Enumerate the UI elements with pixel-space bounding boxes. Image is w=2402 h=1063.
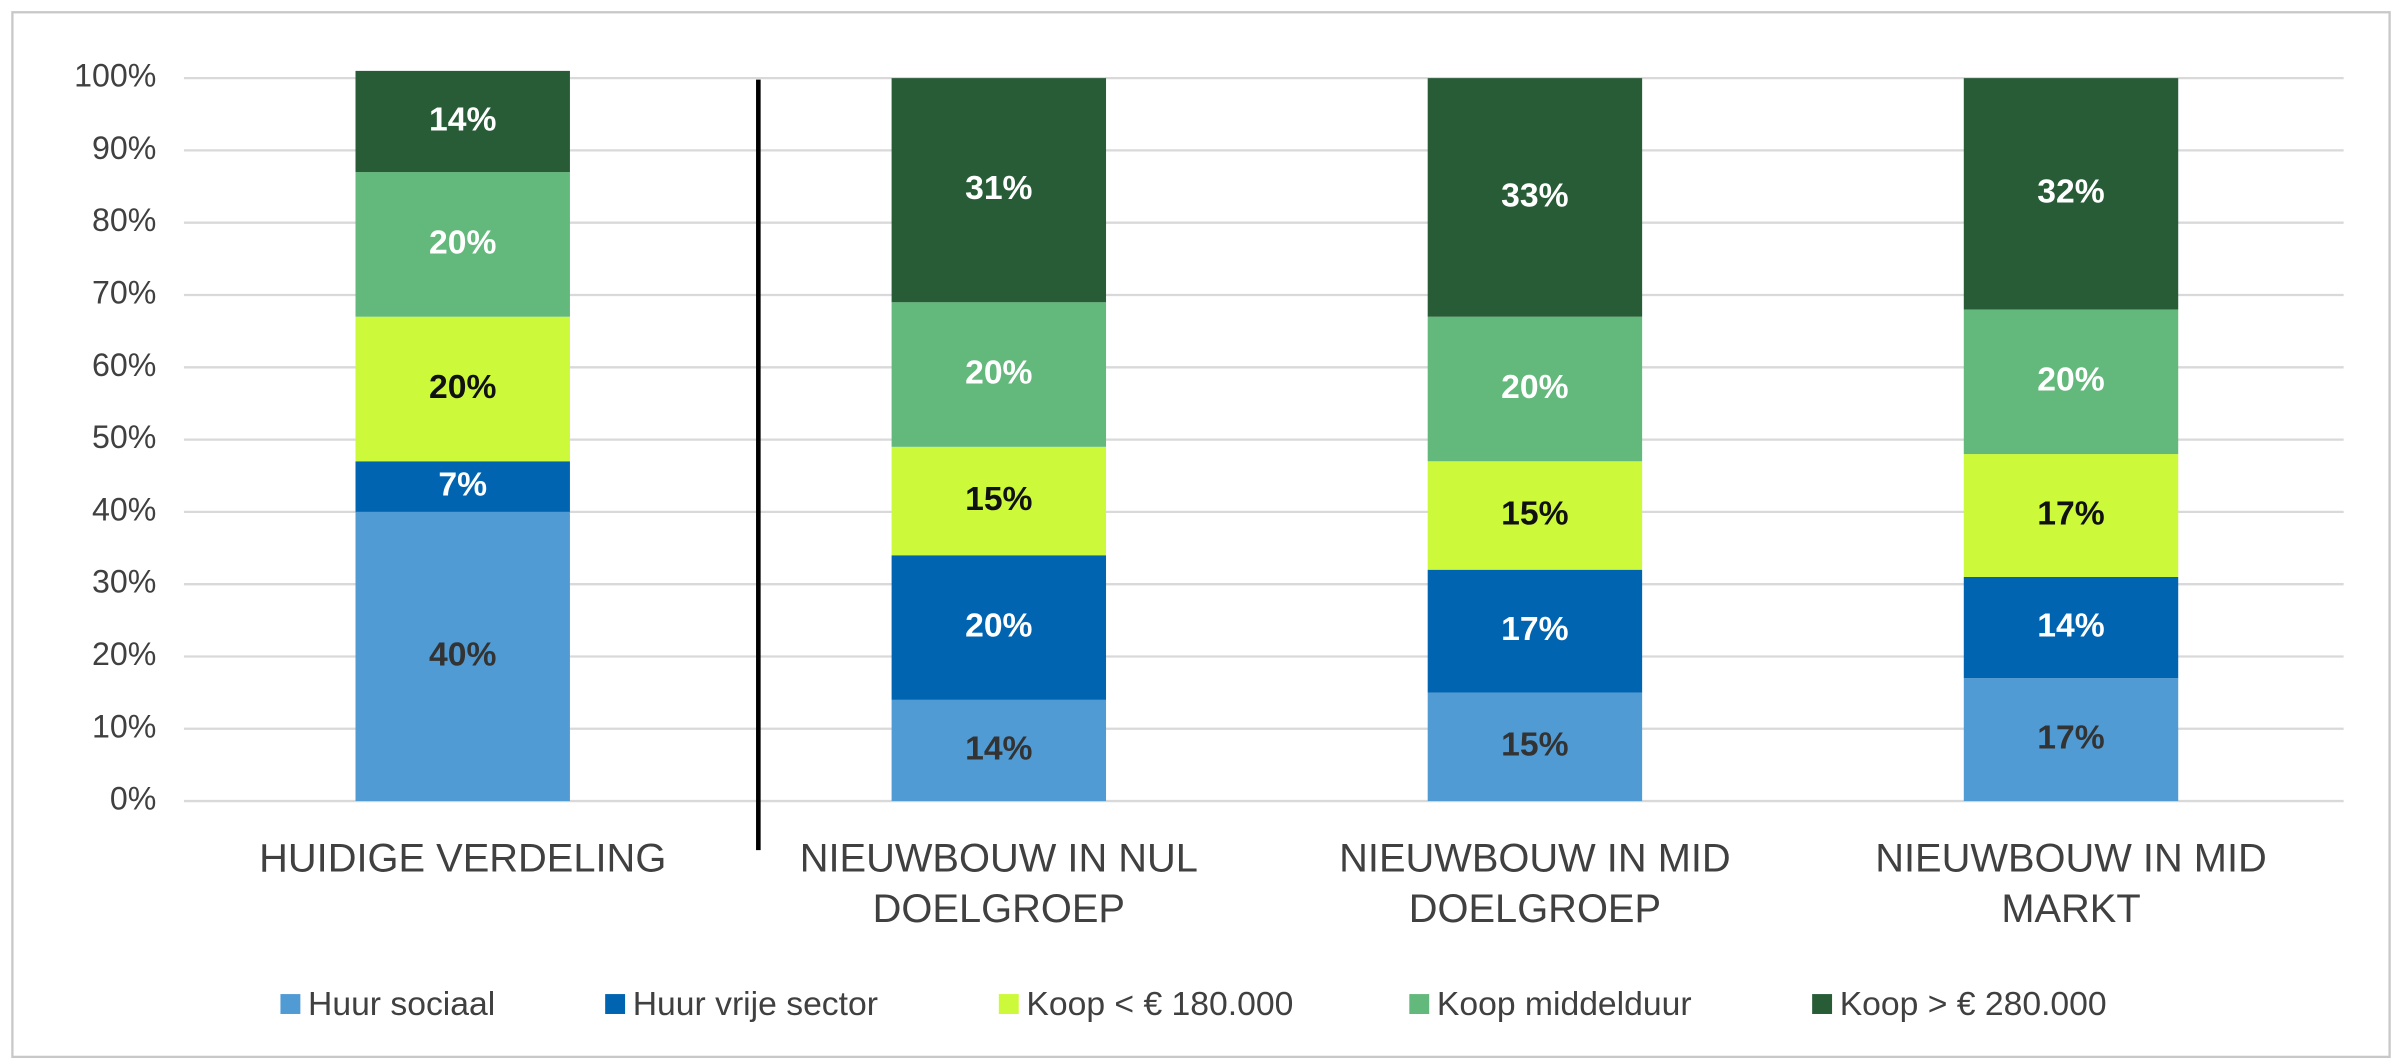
value-label: 32% bbox=[2037, 174, 2104, 211]
bar-segment bbox=[1963, 78, 2179, 310]
bar-segment bbox=[1963, 576, 2179, 679]
value-label: 15% bbox=[965, 481, 1032, 518]
x-label-box: HUIDIGE VERDELING bbox=[259, 834, 667, 881]
legend-label: Huur sociaal bbox=[308, 986, 495, 1023]
value-label: 20% bbox=[965, 354, 1032, 391]
value-label: 20% bbox=[2037, 362, 2104, 399]
bar-segment bbox=[355, 511, 570, 802]
bar-segment bbox=[1963, 454, 2179, 577]
value-label: 7% bbox=[438, 466, 487, 503]
legend-swatch bbox=[1812, 994, 1833, 1014]
legend-swatch bbox=[998, 994, 1019, 1014]
bar-segment bbox=[1427, 316, 1643, 462]
legend-swatch bbox=[280, 994, 301, 1014]
y-tick-label: 20% bbox=[92, 636, 156, 672]
bar-segment bbox=[355, 316, 570, 462]
value-label: 31% bbox=[965, 170, 1032, 207]
bar-segment bbox=[891, 699, 1107, 802]
legend-label: Koop middelduur bbox=[1437, 986, 1692, 1023]
x-tick-label: NIEUWBOUW IN MID DOELGROEP bbox=[1339, 834, 1731, 932]
value-label: 20% bbox=[1501, 369, 1568, 406]
value-label: 14% bbox=[429, 101, 496, 138]
x-tick-label: NIEUWBOUW IN NUL DOELGROEP bbox=[799, 834, 1198, 932]
y-tick-label: 100% bbox=[74, 58, 156, 94]
bar-segment bbox=[1963, 309, 2179, 455]
bar-segment bbox=[891, 302, 1107, 447]
value-label: 15% bbox=[1501, 495, 1568, 532]
x-label-box: NIEUWBOUW IN MID MARKT bbox=[1875, 834, 2267, 932]
bar-segment bbox=[891, 78, 1107, 303]
x-label-box: NIEUWBOUW IN NUL DOELGROEP bbox=[799, 834, 1198, 932]
x-label-box: NIEUWBOUW IN MID DOELGROEP bbox=[1339, 834, 1731, 932]
bars bbox=[355, 70, 2179, 802]
y-tick-label: 10% bbox=[92, 708, 156, 744]
value-label: 20% bbox=[965, 607, 1032, 644]
value-label: 17% bbox=[2037, 495, 2104, 532]
x-tick-label: NIEUWBOUW IN MID MARKT bbox=[1875, 834, 2267, 932]
bar-segment bbox=[1427, 461, 1643, 570]
y-tick-label: 50% bbox=[92, 419, 156, 455]
value-label: 20% bbox=[429, 224, 496, 261]
bar-segment bbox=[355, 172, 570, 317]
bar-segment bbox=[1427, 569, 1643, 693]
y-tick-label: 30% bbox=[92, 564, 156, 600]
bar-segment bbox=[355, 461, 570, 512]
value-label: 14% bbox=[965, 730, 1032, 767]
legend-label: Koop > € 280.000 bbox=[1840, 986, 2107, 1023]
value-label: 33% bbox=[1501, 177, 1568, 214]
value-label: 17% bbox=[1501, 611, 1568, 648]
y-tick-label: 0% bbox=[110, 781, 156, 817]
legend-label: Koop < € 180.000 bbox=[1026, 986, 1293, 1023]
x-tick-label: HUIDIGE VERDELING bbox=[259, 834, 667, 881]
y-tick-label: 60% bbox=[92, 347, 156, 383]
bar-segment bbox=[355, 70, 570, 173]
legend-swatch bbox=[1409, 994, 1430, 1014]
bar-segment bbox=[1427, 78, 1643, 317]
labels: 0% 10% 20% 30% 40% 50% 60% 70% 80% 90% 100% 40% 7% 20… bbox=[74, 58, 2267, 1024]
y-tick-label: 40% bbox=[92, 491, 156, 527]
y-tick-label: 70% bbox=[92, 275, 156, 311]
value-label: 15% bbox=[1501, 727, 1568, 764]
y-tick-label: 90% bbox=[92, 130, 156, 166]
bar-segment bbox=[1963, 678, 2179, 802]
bar-segment bbox=[891, 555, 1107, 700]
legend-label: Huur vrije sector bbox=[633, 986, 878, 1023]
value-label: 40% bbox=[429, 636, 496, 673]
legend-swatch bbox=[605, 994, 626, 1014]
value-label: 17% bbox=[2037, 720, 2104, 757]
bar-segment bbox=[891, 446, 1107, 556]
value-label: 14% bbox=[2037, 607, 2104, 644]
value-label: 20% bbox=[429, 369, 496, 406]
y-tick-label: 80% bbox=[92, 202, 156, 238]
bar-segment bbox=[1427, 692, 1643, 802]
